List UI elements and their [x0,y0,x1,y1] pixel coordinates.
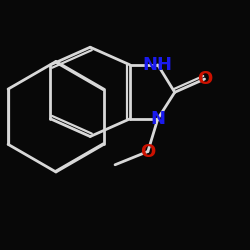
Text: NH: NH [143,56,173,74]
Text: O: O [197,70,212,88]
Text: N: N [150,110,165,128]
Text: O: O [140,142,156,160]
